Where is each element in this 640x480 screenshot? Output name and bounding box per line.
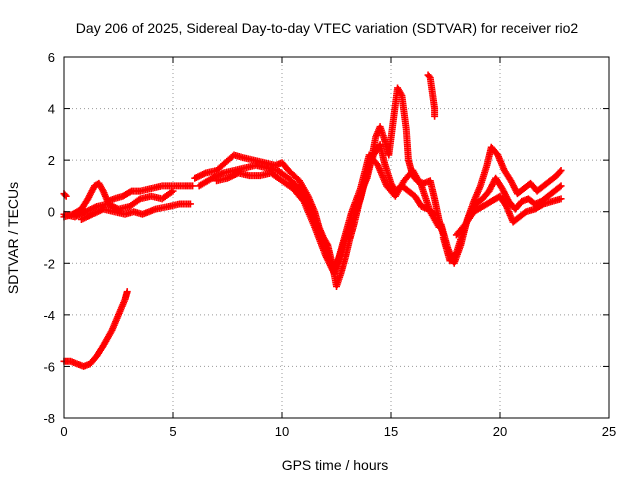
y-tick-label: -8 xyxy=(43,411,55,426)
y-tick-label: 2 xyxy=(48,153,55,168)
data-point xyxy=(431,112,439,120)
x-axis-label: GPS time / hours xyxy=(282,457,389,473)
y-tick-label: 0 xyxy=(48,205,55,220)
data-point xyxy=(557,195,565,203)
data-point xyxy=(123,288,131,296)
y-tick-label: -2 xyxy=(43,256,55,271)
x-tick-label: 20 xyxy=(493,424,507,439)
chart-title: Day 206 of 2025, Sidereal Day-to-day VTE… xyxy=(76,20,579,36)
data-point xyxy=(425,72,433,80)
y-axis-label: SDTVAR / TECUs xyxy=(5,182,21,294)
axis-ticks: 0 5 10 15 20 25 -8 -6 -4 -2 0 2 4 6 xyxy=(43,50,616,439)
y-tick-label: -6 xyxy=(43,359,55,374)
data-point xyxy=(186,200,194,208)
data-point xyxy=(538,201,546,209)
y-tick-label: -4 xyxy=(43,308,55,323)
plot-frame xyxy=(63,56,610,419)
x-tick-label: 5 xyxy=(169,424,176,439)
series-day-track-c xyxy=(213,151,443,278)
x-tick-label: 0 xyxy=(60,424,67,439)
data-point xyxy=(557,182,565,190)
series-spike-5pm xyxy=(424,71,439,120)
x-tick-label: 10 xyxy=(275,424,289,439)
data-point xyxy=(556,183,564,191)
y-tick-label: 6 xyxy=(48,50,55,65)
y-tick-label: 4 xyxy=(48,102,55,117)
x-tick-label: 25 xyxy=(602,424,616,439)
series-evening-track-b xyxy=(439,174,565,265)
series-day-track-b xyxy=(195,141,439,275)
series-day-track-a xyxy=(191,84,447,290)
series-lower-track xyxy=(77,200,194,223)
series-start-marks xyxy=(60,190,70,200)
data-point xyxy=(169,187,177,195)
series-evening-track-c xyxy=(452,192,565,239)
series-early-low-track xyxy=(60,288,131,370)
data-point xyxy=(189,182,197,190)
data-points xyxy=(60,71,565,370)
data-point xyxy=(557,166,565,174)
grid xyxy=(64,57,609,418)
data-point xyxy=(556,168,564,176)
data-point xyxy=(126,188,134,196)
data-point xyxy=(61,191,69,199)
x-tick-label: 15 xyxy=(384,424,398,439)
